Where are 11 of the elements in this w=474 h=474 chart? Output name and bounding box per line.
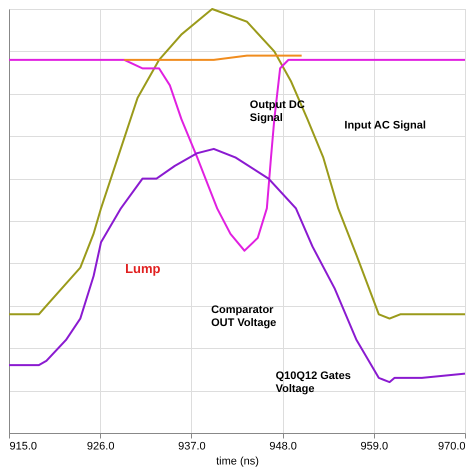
x-axis-title: time (ns) xyxy=(216,456,259,468)
x-tick-label: 959.0 xyxy=(360,440,388,452)
x-tick-label: 948.0 xyxy=(269,440,297,452)
annotation: Q10Q12 Gates Voltage xyxy=(276,370,351,395)
x-tick-label: 970.0 xyxy=(438,440,466,452)
x-tick-label: 926.0 xyxy=(86,440,114,452)
x-tick-label: 915.0 xyxy=(10,440,38,452)
annotation: Comparator OUT Voltage xyxy=(211,304,276,330)
annotation: Input AC Signal xyxy=(344,120,426,132)
x-tick-label: 937.0 xyxy=(178,440,206,452)
annotation: Lump xyxy=(125,261,161,276)
